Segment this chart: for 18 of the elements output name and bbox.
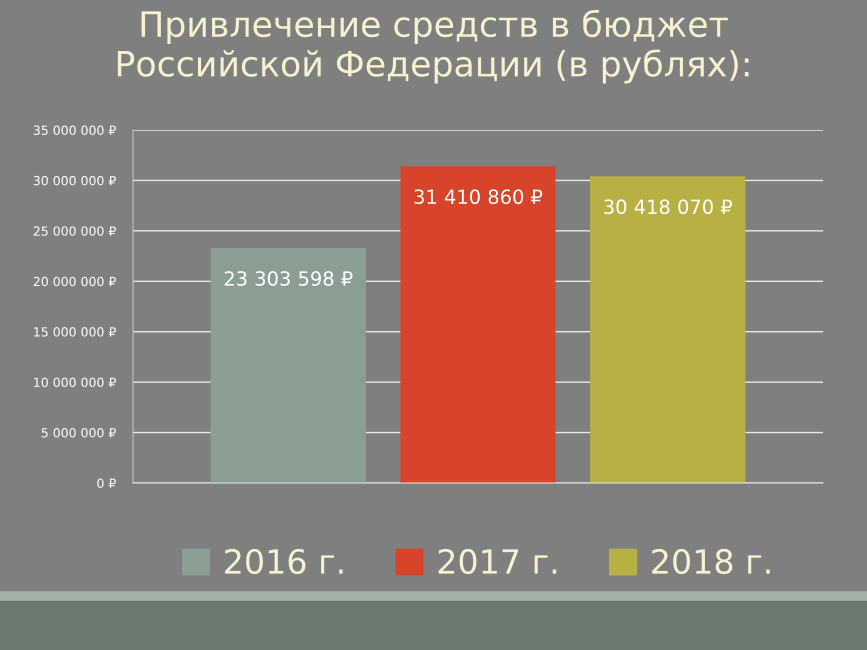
legend-label: 2016 г. (225, 548, 343, 574)
bar (590, 176, 746, 483)
legend-label: 2018 г. (652, 548, 770, 574)
data-label: 23 303 598 ₽ (224, 271, 353, 286)
y-tick-label: 5 000 000 ₽ (42, 428, 116, 438)
y-tick-label: 15 000 000 ₽ (34, 327, 116, 337)
bar (400, 166, 556, 483)
data-label: 30 418 070 ₽ (604, 199, 732, 214)
data-label: 31 410 860 ₽ (414, 189, 542, 204)
y-tick-label: 10 000 000 ₽ (34, 378, 116, 388)
legend-label: 2017 г. (438, 548, 556, 574)
y-tick-label: 30 000 000 ₽ (34, 176, 116, 186)
y-tick-label: 20 000 000 ₽ (34, 276, 116, 286)
chart-title: Привлечение средств в бюджет Российской Федерации (в рублях): (118, 10, 748, 84)
y-tick-label: 35 000 000 ₽ (34, 125, 116, 135)
y-tick-label: 25 000 000 ₽ (34, 226, 116, 236)
bar (210, 248, 366, 483)
y-tick-label: 0 ₽ (97, 478, 116, 488)
